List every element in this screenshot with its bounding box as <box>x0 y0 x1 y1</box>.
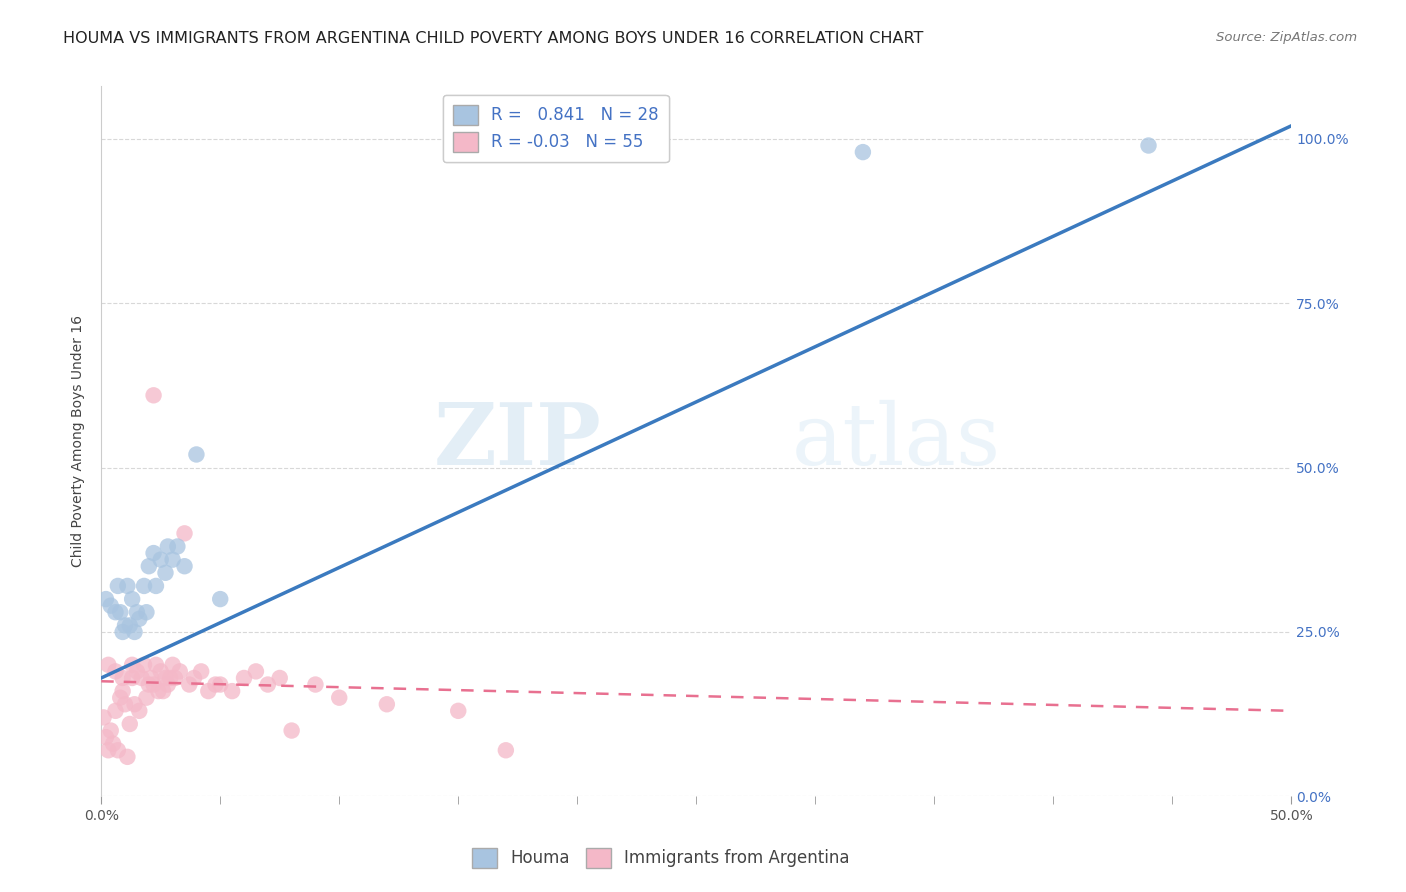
Point <box>94 730 117 744</box>
Point <box>155 566 177 580</box>
Point <box>114 698 136 712</box>
Point <box>156 540 179 554</box>
Point <box>256 677 278 691</box>
Point <box>118 717 141 731</box>
Point <box>145 657 167 672</box>
Point <box>145 579 167 593</box>
Point <box>93 710 115 724</box>
Point <box>173 559 195 574</box>
Point <box>128 704 150 718</box>
Point <box>104 665 127 679</box>
Text: HOUMA VS IMMIGRANTS FROM ARGENTINA CHILD POVERTY AMONG BOYS UNDER 16 CORRELATION: HOUMA VS IMMIGRANTS FROM ARGENTINA CHILD… <box>63 31 924 46</box>
Point <box>124 624 146 639</box>
Point <box>121 657 143 672</box>
Y-axis label: Child Poverty Among Boys Under 16: Child Poverty Among Boys Under 16 <box>72 316 86 567</box>
Point <box>328 690 350 705</box>
Point <box>447 704 470 718</box>
Point <box>495 743 517 757</box>
Point <box>104 605 127 619</box>
Point <box>131 671 153 685</box>
Point <box>128 612 150 626</box>
Point <box>135 605 157 619</box>
Point <box>179 677 201 691</box>
Legend: R =   0.841   N = 28, R = -0.03   N = 55: R = 0.841 N = 28, R = -0.03 N = 55 <box>443 95 669 162</box>
Point <box>121 592 143 607</box>
Point <box>142 388 165 402</box>
Point <box>100 723 122 738</box>
Point <box>149 665 172 679</box>
Point <box>125 605 148 619</box>
Point <box>138 677 160 691</box>
Point <box>163 671 186 685</box>
Point <box>111 624 134 639</box>
Point <box>142 677 165 691</box>
Point <box>186 447 208 461</box>
Point <box>97 743 120 757</box>
Point <box>166 540 188 554</box>
Point <box>204 677 226 691</box>
Point <box>101 737 124 751</box>
Point <box>209 592 232 607</box>
Point <box>121 671 143 685</box>
Point <box>142 546 165 560</box>
Point <box>852 145 875 160</box>
Point <box>141 671 163 685</box>
Point <box>125 665 148 679</box>
Point <box>375 698 398 712</box>
Point <box>118 618 141 632</box>
Point <box>209 677 232 691</box>
Point <box>111 684 134 698</box>
Point <box>135 690 157 705</box>
Point <box>162 552 184 566</box>
Point <box>162 657 184 672</box>
Point <box>100 599 122 613</box>
Point <box>152 684 174 698</box>
Point <box>148 684 170 698</box>
Point <box>124 698 146 712</box>
Point <box>304 677 326 691</box>
Point <box>110 690 132 705</box>
Point <box>156 677 179 691</box>
Point <box>1137 138 1160 153</box>
Point <box>104 704 127 718</box>
Point <box>190 665 212 679</box>
Point <box>117 579 139 593</box>
Point <box>138 559 160 574</box>
Point <box>269 671 291 685</box>
Point <box>183 671 205 685</box>
Point <box>221 684 243 698</box>
Point <box>159 671 181 685</box>
Point <box>114 618 136 632</box>
Point <box>197 684 219 698</box>
Text: ZIP: ZIP <box>433 400 600 483</box>
Point <box>110 605 132 619</box>
Point <box>97 657 120 672</box>
Point <box>173 526 195 541</box>
Point <box>107 579 129 593</box>
Text: atlas: atlas <box>792 400 1001 483</box>
Point <box>132 657 155 672</box>
Legend: Houma, Immigrants from Argentina: Houma, Immigrants from Argentina <box>465 841 856 875</box>
Point <box>169 665 191 679</box>
Point <box>149 552 172 566</box>
Point <box>94 592 117 607</box>
Point <box>245 665 267 679</box>
Point <box>111 671 134 685</box>
Point <box>233 671 256 685</box>
Point <box>155 671 177 685</box>
Text: Source: ZipAtlas.com: Source: ZipAtlas.com <box>1216 31 1357 45</box>
Point <box>280 723 302 738</box>
Point <box>132 579 155 593</box>
Point <box>107 743 129 757</box>
Point <box>117 749 139 764</box>
